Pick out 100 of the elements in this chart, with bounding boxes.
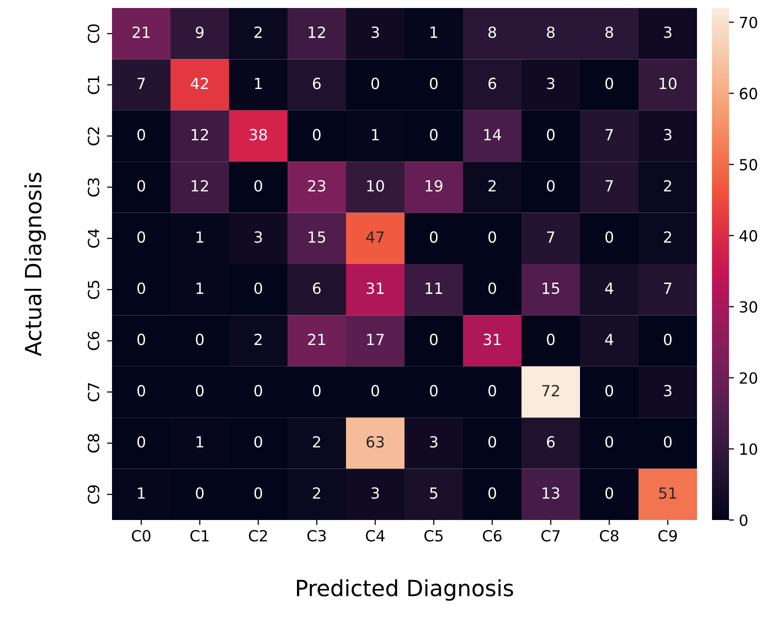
color-bar-label: 20 [740,372,758,384]
data-label: 63 [366,436,384,448]
data-label: 0 [664,436,672,448]
data-label: 0 [430,231,438,243]
color-bar-label: 10 [740,443,758,455]
data-label: 7 [606,129,613,140]
data-label: 15 [308,231,326,243]
data-label: 1 [372,129,379,140]
data-label: 21 [308,334,326,346]
y-tick-label: C4 [88,229,100,248]
data-label: 0 [605,78,614,90]
data-label: 0 [137,128,146,140]
data-label: 8 [546,26,555,38]
data-label: 0 [664,334,672,346]
x-tick-label: C7 [541,530,560,542]
x-tick-label: C4 [366,530,385,542]
y-tick-label: C6 [88,332,100,350]
data-label: 0 [430,334,438,346]
color-bar-label: 0 [740,514,748,526]
data-label: 3 [664,128,672,140]
y-tick-label: C1 [88,76,100,94]
data-label: 2 [313,487,320,499]
x-tick-label: C3 [307,530,326,542]
data-label: 51 [659,487,676,499]
data-label: 2 [664,231,672,243]
data-label: 1 [196,436,204,448]
color-bar-label: 60 [740,88,758,100]
data-label: 0 [488,384,496,396]
data-label: 0 [137,334,146,346]
y-tick-label: C0 [88,24,100,43]
y-tick-label: C8 [88,434,100,453]
y-tick-label: C3 [88,178,100,197]
data-label: 9 [196,26,204,38]
data-label: 31 [484,334,501,346]
data-label: 0 [371,78,380,90]
data-label: 0 [488,231,496,243]
data-label: 72 [542,384,559,396]
data-label: 42 [190,78,208,90]
data-label: 0 [605,384,614,396]
data-label: 47 [366,231,384,243]
data-label: 13 [542,487,560,499]
data-label: 0 [605,436,614,448]
data-label: 0 [254,282,262,294]
data-label: 0 [430,78,438,90]
data-label: 5 [430,487,438,499]
data-label: 0 [254,436,262,448]
data-label: 4 [605,282,614,294]
data-label: 23 [308,180,326,192]
data-label: 19 [426,180,442,192]
data-label: 7 [664,282,672,294]
color-bar-label: 50 [740,158,758,170]
color-bar-label: 40 [739,230,758,242]
x-tick-label: C5 [424,530,443,542]
data-label: 1 [196,282,204,294]
x-tick-label: C1 [190,530,209,542]
data-label: 8 [605,26,614,38]
data-label: 0 [312,384,321,396]
x-tick-label: C8 [600,530,618,542]
data-label: 0 [254,384,262,396]
y-tick-label: C9 [88,485,100,504]
data-label: 0 [196,384,204,396]
data-label: 10 [660,78,676,90]
data-label: 14 [484,129,502,140]
data-label: 6 [488,78,496,90]
data-label: 1 [255,78,262,90]
data-label: 3 [372,487,379,499]
data-label: 0 [196,334,204,346]
data-label: 6 [312,282,321,294]
data-label: 2 [254,26,262,38]
color-bar-label: 30 [740,301,758,313]
data-label: 12 [308,26,325,38]
y-tick-label: C5 [88,280,100,299]
data-label: 6 [546,436,555,448]
data-label: 7 [606,180,613,192]
data-label: 0 [137,436,146,448]
data-label: 2 [664,180,672,192]
data-label: 1 [430,26,438,38]
data-label: 0 [546,180,555,192]
data-label: 0 [488,282,496,294]
data-label: 7 [547,231,554,243]
data-label: 0 [137,282,146,294]
data-label: 10 [367,180,384,192]
data-label: 3 [430,436,438,448]
data-label: 11 [426,282,442,294]
data-label: 0 [312,128,321,140]
data-label: 0 [430,384,438,396]
y-tick-label: C7 [88,383,100,402]
data-label: 0 [137,384,146,396]
data-label: 2 [254,334,262,346]
x-tick-label: C2 [248,530,267,542]
data-label: 0 [254,487,262,499]
color-bar-label: 70 [740,16,758,28]
data-label: 3 [372,26,379,38]
data-label: 0 [488,487,496,499]
data-label: 0 [371,384,380,396]
x-tick-label: C9 [658,530,677,542]
data-label: 0 [137,231,146,243]
data-label: 0 [254,180,262,192]
data-label: 12 [192,180,208,192]
data-label: 0 [196,487,204,499]
